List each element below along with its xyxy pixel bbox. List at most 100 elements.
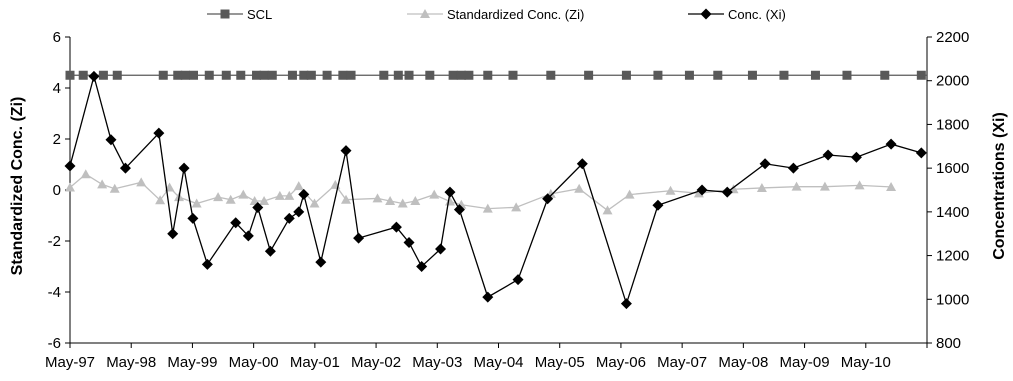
data-point [842,70,852,80]
data-point [620,298,632,310]
right-axis: 800 1000 1200 1400 1600 1800 2000 2200 [926,29,969,352]
data-point [204,70,214,80]
data-point [444,186,456,198]
data-point [264,245,276,257]
data-point [416,261,428,272]
legend: SCL Standardized Conc. (Zi) Conc. (Xi) [207,7,786,22]
data-point [756,182,767,192]
data-point [252,201,264,213]
data-point [624,189,635,199]
data-point [393,70,403,80]
right-tick-label: 1400 [936,204,969,221]
data-point [236,70,246,80]
data-point [508,70,518,80]
data-point [178,162,190,174]
left-tick-label: 2 [53,131,61,148]
data-point [353,232,365,244]
data-point [886,181,897,191]
data-point [274,190,285,200]
data-point [213,192,224,202]
right-tick-label: 1000 [936,291,969,308]
data-point [453,204,465,216]
data-point [779,70,789,80]
data-point [379,70,389,80]
data-point [693,188,704,198]
legend-label: SCL [247,7,272,22]
left-tick-label: 6 [53,29,61,46]
data-point [98,70,108,80]
data-point [696,184,708,196]
data-point [397,198,408,208]
data-point [584,70,594,80]
data-point [546,70,556,80]
data-point [653,70,663,80]
data-point [306,70,316,80]
data-point [322,70,332,80]
right-tick-label: 2000 [936,73,969,90]
data-point [346,70,356,80]
data-point [167,228,179,240]
data-point [153,127,165,139]
data-point [456,70,466,80]
y-axis-title: Standardized Conc. (Zi) [9,97,26,276]
data-point [885,138,897,150]
data-point [221,70,231,80]
legend-marker [420,9,430,18]
legend-marker [220,9,230,19]
series-layer [64,70,927,310]
data-point [105,134,117,146]
legend-label: Conc. (Xi) [728,7,786,22]
left-tick-label: 0 [53,182,61,199]
data-point [97,179,108,189]
right-tick-label: 2200 [936,29,969,46]
data-point [299,70,309,80]
right-tick-label: 1600 [936,160,969,177]
legend-entry: SCL [207,7,272,22]
data-point [298,188,310,200]
right-tick-label: 1800 [936,116,969,133]
data-point [819,181,830,191]
data-point [284,190,295,200]
data-point [372,193,383,203]
data-point [721,186,733,198]
data-point [187,212,199,224]
data-point [155,195,166,205]
x-tick-label: May-01 [290,354,340,371]
legend-label: Standardized Conc. (Zi) [447,7,584,22]
data-point [238,189,249,199]
legend-marker [700,8,712,20]
data-point [512,274,524,286]
data-point [621,70,631,80]
data-point [791,181,802,191]
data-point [201,258,213,270]
data-point [542,193,554,205]
x-tick-label: May-04 [473,354,523,371]
series-3 [64,70,927,310]
data-point [511,202,522,212]
data-point [747,70,757,80]
x-axis: May-97 May-98 May-99 May-00 May-01 May-02 May-… [45,342,928,371]
data-point [385,195,396,205]
data-point [173,70,183,80]
data-point [665,185,676,195]
data-point [574,183,585,193]
data-point [315,256,327,268]
data-point [242,230,254,242]
x-tick-label: May-97 [45,354,95,371]
data-point [787,162,799,174]
x-tick-label: May-98 [106,354,156,371]
data-point [390,221,402,233]
data-point [109,183,120,193]
data-point [429,189,440,199]
data-point [189,70,199,80]
x-tick-label: May-08 [718,354,768,371]
x-tick-label: May-00 [229,354,279,371]
x-tick-label: May-09 [780,354,830,371]
left-tick-label: -2 [48,233,61,250]
data-point [602,205,613,215]
data-point [119,162,131,174]
data-point [112,70,122,80]
data-point [293,181,304,191]
data-point [822,149,834,161]
